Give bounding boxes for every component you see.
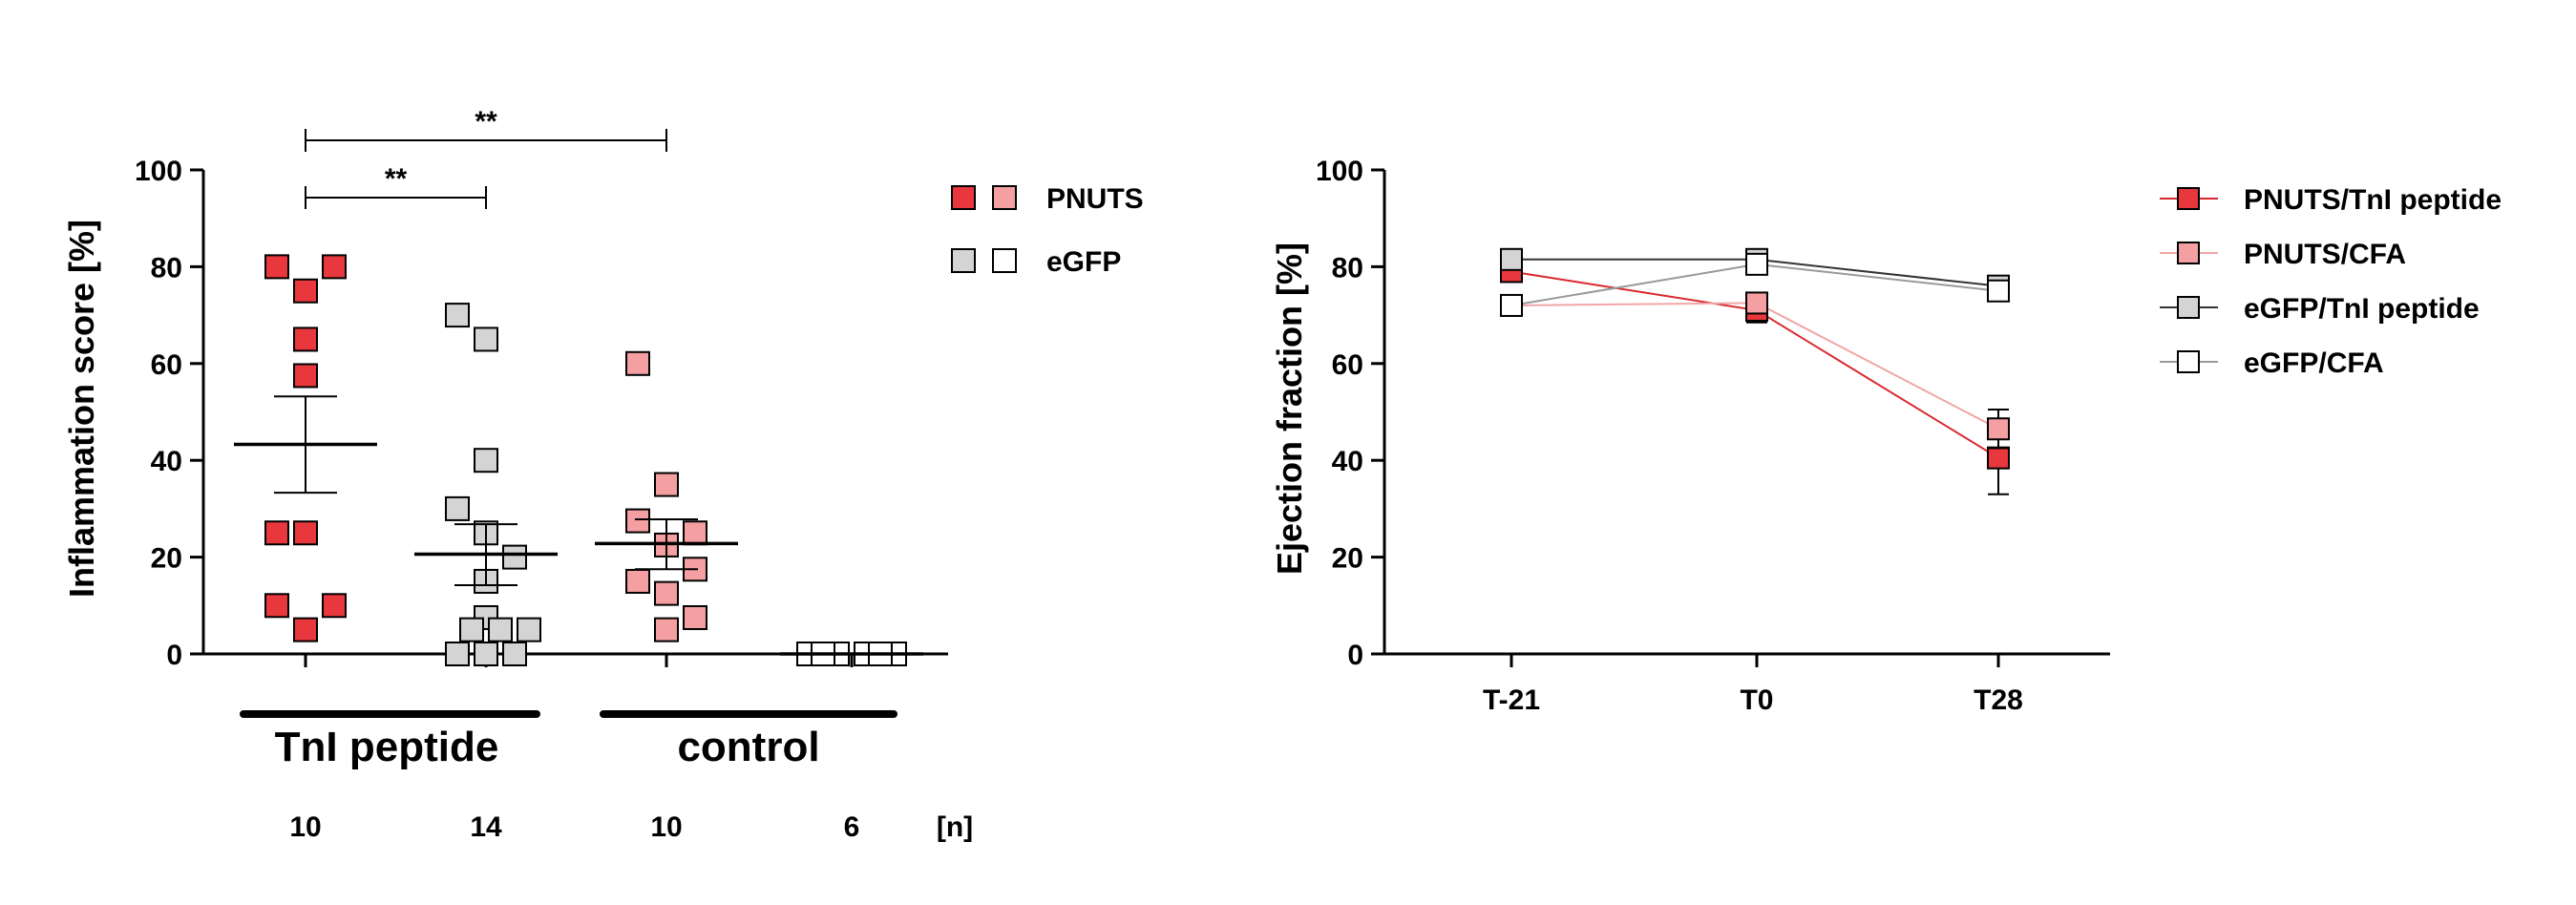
n-header: [n] — [937, 811, 973, 843]
n-count-label: 6 — [844, 811, 860, 843]
left-y-tick-label: 40 — [151, 446, 182, 477]
group-label-tni-peptide: TnI peptide — [275, 724, 499, 770]
group-label-control: control — [677, 724, 819, 770]
right-y-axis-title: Ejection fraction [%] — [1270, 242, 1309, 575]
line-point — [1745, 291, 1768, 315]
scatter-point — [459, 617, 484, 642]
scatter-point — [474, 448, 498, 474]
legend-swatch — [951, 248, 976, 273]
left-y-tick-label: 20 — [151, 543, 182, 575]
right-y-tick-label: 20 — [1332, 543, 1363, 575]
scatter-point — [502, 544, 527, 570]
line-point — [1987, 279, 2010, 303]
right-y-tick-label: 60 — [1332, 349, 1363, 381]
scatter-point — [322, 254, 347, 280]
left-y-tick-label: 100 — [135, 156, 182, 187]
scatter-point — [683, 520, 707, 546]
scatter-point — [293, 326, 318, 352]
scatter-point — [445, 642, 470, 666]
legend-label: eGFP — [1046, 246, 1121, 278]
legend-swatch — [951, 185, 976, 210]
significance-label: ** — [475, 106, 497, 137]
scatter-point — [625, 350, 650, 376]
line-point — [1500, 293, 1523, 317]
significance-label: ** — [385, 163, 408, 195]
scatter-point — [293, 363, 318, 389]
right-y-tick-label: 40 — [1332, 446, 1363, 477]
n-count-label: 14 — [470, 811, 502, 843]
right-x-tick-label: T-21 — [1483, 684, 1540, 716]
scatter-point — [293, 278, 318, 304]
scatter-point — [293, 520, 318, 546]
line-point — [1987, 446, 2010, 470]
legend-swatch — [992, 248, 1017, 273]
scatter-point — [654, 472, 679, 497]
legend-label: eGFP/CFA — [2244, 347, 2384, 379]
right-x-tick-label: T28 — [1974, 684, 2023, 716]
scatter-point — [474, 326, 498, 352]
legend-marker — [2177, 296, 2200, 319]
scatter-point — [322, 593, 347, 619]
legend-label: PNUTS/CFA — [2244, 239, 2406, 270]
legend-marker — [2177, 187, 2200, 210]
scatter-point — [625, 508, 650, 534]
line-point — [1745, 252, 1768, 276]
scatter-point — [445, 495, 470, 521]
scatter-point — [445, 303, 470, 328]
scatter-point — [264, 254, 289, 280]
left-y-axis-title: Inflammation score [%] — [62, 220, 101, 598]
scatter-point — [264, 520, 289, 546]
scatter-point — [502, 642, 527, 666]
scatter-point — [488, 617, 513, 642]
legend-label: PNUTS — [1046, 183, 1144, 215]
line-point — [1500, 247, 1523, 271]
right-y-tick-label: 0 — [1347, 640, 1363, 671]
scatter-point — [474, 642, 498, 666]
left-y-tick-label: 80 — [151, 252, 182, 284]
scatter-point — [264, 593, 289, 619]
right-x-tick-label: T0 — [1740, 684, 1773, 716]
scatter-point — [654, 580, 679, 606]
inflammation-score-chart: 0 20 40 60 80 100 10 14 10 6 ** ** PNUTS eGFP — [135, 106, 1144, 843]
left-y-tick-label: 60 — [151, 349, 182, 381]
legend-marker — [2177, 350, 2200, 373]
legend-label: PNUTS/TnI peptide — [2244, 184, 2502, 216]
scatter-point — [654, 617, 679, 642]
legend-marker — [2177, 242, 2200, 264]
n-count-label: 10 — [289, 811, 321, 843]
legend-label: eGFP/TnI peptide — [2244, 293, 2480, 325]
right-y-tick-label: 80 — [1332, 252, 1363, 284]
n-count-label: 10 — [650, 811, 682, 843]
scatter-point — [625, 568, 650, 594]
left-y-tick-label: 0 — [166, 640, 182, 671]
line-point — [1987, 417, 2010, 441]
right-y-tick-label: 100 — [1316, 156, 1363, 187]
scatter-point — [517, 617, 541, 642]
scatter-point — [293, 617, 318, 642]
scatter-point — [683, 604, 707, 630]
legend-swatch — [992, 185, 1017, 210]
ejection-fraction-chart: 0 20 40 60 80 100 T-21 T0 T28 PNUTS/TnI peptide PN… — [1316, 156, 2502, 716]
